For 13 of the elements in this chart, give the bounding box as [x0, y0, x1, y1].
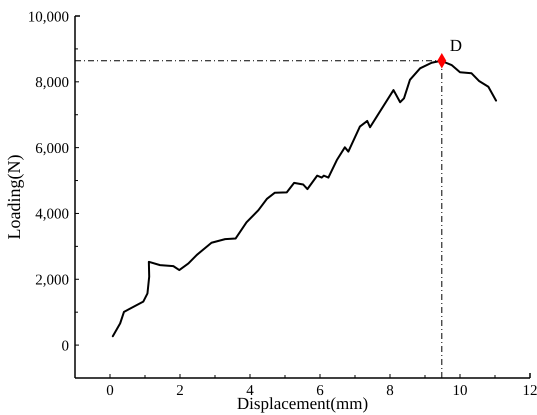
- y-tick-label: 10,000: [28, 9, 69, 26]
- x-tick-label: 8: [386, 383, 394, 399]
- x-tick-label: 12: [522, 383, 537, 399]
- x-tick-label: 10: [452, 383, 468, 399]
- y-tick-label: 4,000: [35, 206, 69, 223]
- y-tick-label: 6,000: [35, 140, 69, 157]
- annotation: D: [450, 36, 462, 55]
- x-tick-label: 0: [106, 383, 114, 399]
- y-tick-label: 2,000: [35, 272, 69, 289]
- x-tick-label: 2: [176, 383, 184, 399]
- y-axis-title: Loading(N): [4, 154, 24, 240]
- y-tick-label: 0: [62, 338, 69, 354]
- y-tick-label: 8,000: [35, 75, 69, 92]
